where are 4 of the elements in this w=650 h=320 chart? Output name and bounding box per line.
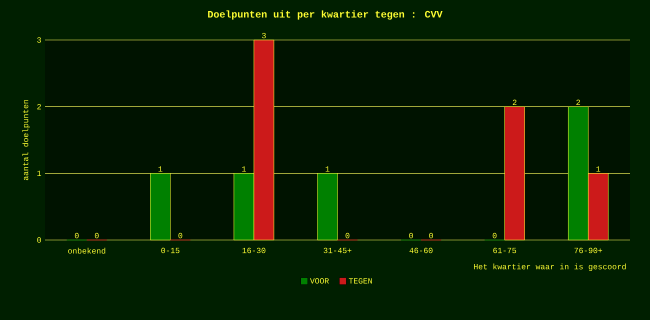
bar xyxy=(317,173,338,240)
bar xyxy=(504,106,525,240)
chart-title: Doelpunten uit per kwartier tegen : CVV xyxy=(208,10,443,20)
bar xyxy=(150,173,171,240)
